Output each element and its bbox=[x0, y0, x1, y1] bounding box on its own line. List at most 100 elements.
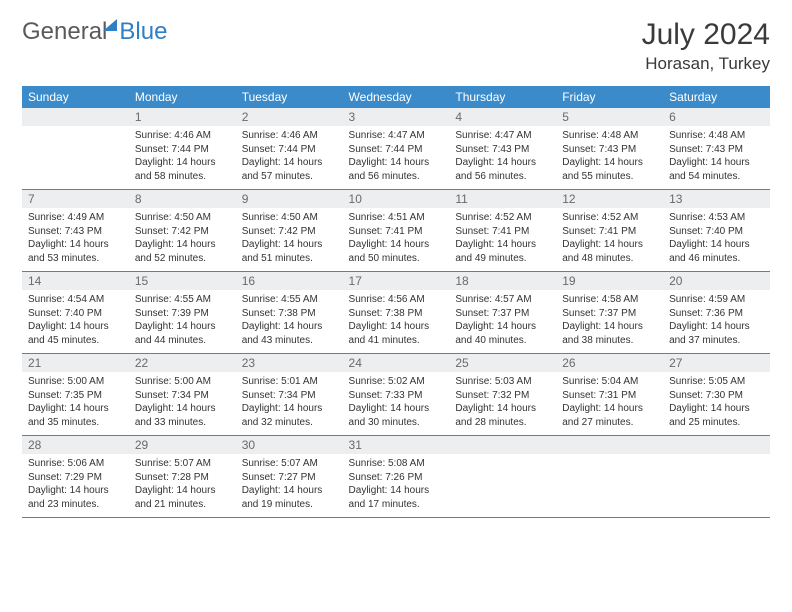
daylight-text: Daylight: 14 hours and 50 minutes. bbox=[349, 238, 444, 265]
calendar-cell: 16Sunrise: 4:55 AMSunset: 7:38 PMDayligh… bbox=[236, 272, 343, 354]
daylight-text: Daylight: 14 hours and 51 minutes. bbox=[242, 238, 337, 265]
daylight-text: Daylight: 14 hours and 35 minutes. bbox=[28, 402, 123, 429]
daylight-text: Daylight: 14 hours and 17 minutes. bbox=[349, 484, 444, 511]
sunset-text: Sunset: 7:37 PM bbox=[455, 307, 550, 321]
weekday-header: Monday bbox=[129, 86, 236, 108]
cell-body: Sunrise: 4:56 AMSunset: 7:38 PMDaylight:… bbox=[343, 290, 450, 353]
daylight-text: Daylight: 14 hours and 23 minutes. bbox=[28, 484, 123, 511]
day-number: 8 bbox=[129, 190, 236, 208]
day-number: 1 bbox=[129, 108, 236, 126]
sunrise-text: Sunrise: 5:06 AM bbox=[28, 457, 123, 471]
cell-body: Sunrise: 5:07 AMSunset: 7:27 PMDaylight:… bbox=[236, 454, 343, 517]
cell-body: Sunrise: 4:57 AMSunset: 7:37 PMDaylight:… bbox=[449, 290, 556, 353]
cell-body: Sunrise: 5:00 AMSunset: 7:34 PMDaylight:… bbox=[129, 372, 236, 435]
day-number: 10 bbox=[343, 190, 450, 208]
cell-body: Sunrise: 4:46 AMSunset: 7:44 PMDaylight:… bbox=[236, 126, 343, 189]
calendar-cell: 10Sunrise: 4:51 AMSunset: 7:41 PMDayligh… bbox=[343, 190, 450, 272]
weekday-header: Friday bbox=[556, 86, 663, 108]
sunrise-text: Sunrise: 5:01 AM bbox=[242, 375, 337, 389]
sunset-text: Sunset: 7:27 PM bbox=[242, 471, 337, 485]
cell-body: Sunrise: 5:06 AMSunset: 7:29 PMDaylight:… bbox=[22, 454, 129, 517]
sunrise-text: Sunrise: 4:53 AM bbox=[669, 211, 764, 225]
calendar-head: SundayMondayTuesdayWednesdayThursdayFrid… bbox=[22, 86, 770, 108]
sunrise-text: Sunrise: 4:47 AM bbox=[455, 129, 550, 143]
cell-body: Sunrise: 5:07 AMSunset: 7:28 PMDaylight:… bbox=[129, 454, 236, 517]
calendar-cell: 31Sunrise: 5:08 AMSunset: 7:26 PMDayligh… bbox=[343, 436, 450, 518]
sunrise-text: Sunrise: 5:07 AM bbox=[135, 457, 230, 471]
weekday-header: Tuesday bbox=[236, 86, 343, 108]
calendar-cell: 4Sunrise: 4:47 AMSunset: 7:43 PMDaylight… bbox=[449, 108, 556, 190]
sunset-text: Sunset: 7:42 PM bbox=[242, 225, 337, 239]
daylight-text: Daylight: 14 hours and 56 minutes. bbox=[349, 156, 444, 183]
sunset-text: Sunset: 7:42 PM bbox=[135, 225, 230, 239]
daylight-text: Daylight: 14 hours and 21 minutes. bbox=[135, 484, 230, 511]
logo-text-general: General bbox=[22, 18, 107, 46]
sunset-text: Sunset: 7:28 PM bbox=[135, 471, 230, 485]
sunset-text: Sunset: 7:41 PM bbox=[455, 225, 550, 239]
day-number: 27 bbox=[663, 354, 770, 372]
daylight-text: Daylight: 14 hours and 25 minutes. bbox=[669, 402, 764, 429]
cell-body-empty bbox=[556, 454, 663, 517]
cell-body: Sunrise: 4:53 AMSunset: 7:40 PMDaylight:… bbox=[663, 208, 770, 271]
sunset-text: Sunset: 7:26 PM bbox=[349, 471, 444, 485]
calendar-cell bbox=[663, 436, 770, 518]
cell-body: Sunrise: 4:48 AMSunset: 7:43 PMDaylight:… bbox=[663, 126, 770, 189]
calendar-cell: 7Sunrise: 4:49 AMSunset: 7:43 PMDaylight… bbox=[22, 190, 129, 272]
daylight-text: Daylight: 14 hours and 45 minutes. bbox=[28, 320, 123, 347]
day-number bbox=[556, 436, 663, 454]
calendar-cell: 12Sunrise: 4:52 AMSunset: 7:41 PMDayligh… bbox=[556, 190, 663, 272]
sunset-text: Sunset: 7:40 PM bbox=[28, 307, 123, 321]
sunset-text: Sunset: 7:40 PM bbox=[669, 225, 764, 239]
calendar-cell: 21 Sunrise: 5:00 AMSunset: 7:35 PMDayligh… bbox=[22, 354, 129, 436]
sunset-text: Sunset: 7:43 PM bbox=[562, 143, 657, 157]
cell-body: Sunrise: 5:08 AMSunset: 7:26 PMDaylight:… bbox=[343, 454, 450, 517]
calendar-cell: 30Sunrise: 5:07 AMSunset: 7:27 PMDayligh… bbox=[236, 436, 343, 518]
day-number: 12 bbox=[556, 190, 663, 208]
sunrise-text: Sunrise: 4:55 AM bbox=[242, 293, 337, 307]
sunrise-text: Sunrise: 4:50 AM bbox=[242, 211, 337, 225]
day-number bbox=[449, 436, 556, 454]
day-number: 18 bbox=[449, 272, 556, 290]
day-number: 3 bbox=[343, 108, 450, 126]
daylight-text: Daylight: 14 hours and 44 minutes. bbox=[135, 320, 230, 347]
logo-text-blue: Blue bbox=[119, 18, 167, 46]
sunrise-text: Sunrise: 5:00 AM bbox=[135, 375, 230, 389]
calendar-cell: 28Sunrise: 5:06 AMSunset: 7:29 PMDayligh… bbox=[22, 436, 129, 518]
sunrise-text: Sunrise: 4:48 AM bbox=[562, 129, 657, 143]
calendar-row: 14Sunrise: 4:54 AMSunset: 7:40 PMDayligh… bbox=[22, 272, 770, 354]
sunrise-text: Sunrise: 4:46 AM bbox=[135, 129, 230, 143]
sunrise-text: Sunrise: 4:56 AM bbox=[349, 293, 444, 307]
sunset-text: Sunset: 7:33 PM bbox=[349, 389, 444, 403]
day-number: 7 bbox=[22, 190, 129, 208]
calendar-cell: 15Sunrise: 4:55 AMSunset: 7:39 PMDayligh… bbox=[129, 272, 236, 354]
sunrise-text: Sunrise: 4:52 AM bbox=[562, 211, 657, 225]
sunrise-text: Sunrise: 5:04 AM bbox=[562, 375, 657, 389]
sunset-text: Sunset: 7:35 PM bbox=[28, 389, 123, 403]
day-number: 6 bbox=[663, 108, 770, 126]
calendar-cell: 26Sunrise: 5:04 AMSunset: 7:31 PMDayligh… bbox=[556, 354, 663, 436]
cell-body: Sunrise: 4:51 AMSunset: 7:41 PMDaylight:… bbox=[343, 208, 450, 271]
sunset-text: Sunset: 7:29 PM bbox=[28, 471, 123, 485]
sunset-text: Sunset: 7:44 PM bbox=[242, 143, 337, 157]
sunrise-text: Sunrise: 4:57 AM bbox=[455, 293, 550, 307]
sunrise-text: Sunrise: 5:00 AM bbox=[28, 375, 123, 389]
sunset-text: Sunset: 7:43 PM bbox=[455, 143, 550, 157]
day-number: 21 bbox=[22, 354, 129, 372]
sunrise-text: Sunrise: 5:08 AM bbox=[349, 457, 444, 471]
day-number: 31 bbox=[343, 436, 450, 454]
calendar-row: 28Sunrise: 5:06 AMSunset: 7:29 PMDayligh… bbox=[22, 436, 770, 518]
cell-body: Sunrise: 4:46 AMSunset: 7:44 PMDaylight:… bbox=[129, 126, 236, 189]
day-number bbox=[22, 108, 129, 126]
cell-body: Sunrise: 4:48 AMSunset: 7:43 PMDaylight:… bbox=[556, 126, 663, 189]
sunrise-text: Sunrise: 5:07 AM bbox=[242, 457, 337, 471]
calendar-cell bbox=[556, 436, 663, 518]
day-number: 20 bbox=[663, 272, 770, 290]
cell-body: Sunrise: 4:50 AMSunset: 7:42 PMDaylight:… bbox=[236, 208, 343, 271]
sunrise-text: Sunrise: 5:03 AM bbox=[455, 375, 550, 389]
calendar-cell bbox=[22, 108, 129, 190]
daylight-text: Daylight: 14 hours and 55 minutes. bbox=[562, 156, 657, 183]
calendar-cell: 1Sunrise: 4:46 AMSunset: 7:44 PMDaylight… bbox=[129, 108, 236, 190]
cell-body-empty bbox=[449, 454, 556, 517]
month-title: July 2024 bbox=[642, 18, 770, 52]
daylight-text: Daylight: 14 hours and 37 minutes. bbox=[669, 320, 764, 347]
